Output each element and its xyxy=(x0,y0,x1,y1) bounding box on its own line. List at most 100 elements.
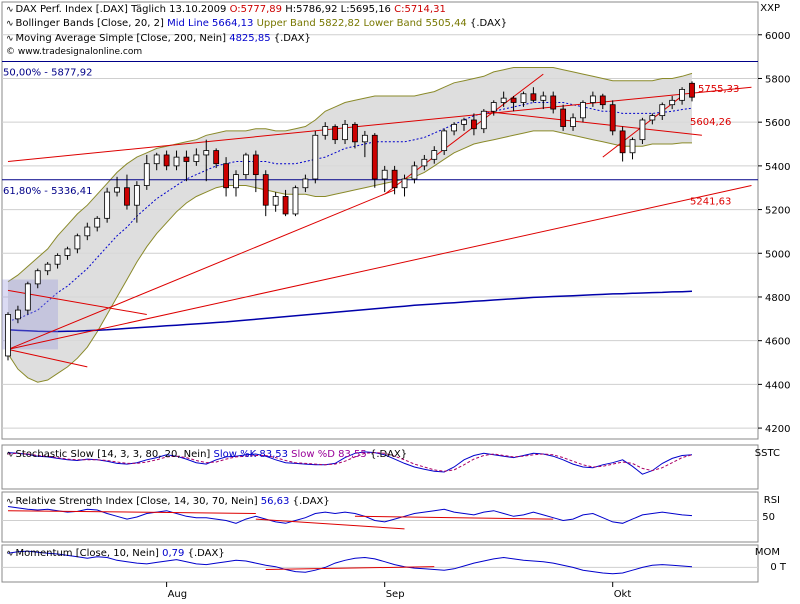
y-tick-label: 6000 xyxy=(765,31,790,42)
candle-body xyxy=(133,185,140,206)
watermark: © www.tradesignalonline.com xyxy=(6,47,143,57)
candle-body xyxy=(599,95,606,106)
x-tick-label: Sep xyxy=(386,589,405,600)
level-label: 5755,33 xyxy=(698,84,739,95)
candle-body xyxy=(114,187,120,193)
fibonacci-label: 50,00% - 5877,92 xyxy=(3,67,92,78)
instrument-title: DAX Perf. Index [.DAX] Täglich xyxy=(15,4,166,15)
candle-body xyxy=(153,154,160,165)
rsi-trend-line xyxy=(354,515,554,520)
candle-body xyxy=(520,93,527,103)
momentum-label: Momentum [Close, 10, Nein] xyxy=(15,548,159,559)
bollinger-mid-line xyxy=(7,102,693,322)
candle-body xyxy=(292,187,299,215)
candle-body xyxy=(510,97,517,103)
candle-body xyxy=(243,154,249,176)
candle-body xyxy=(421,158,428,167)
fibonacci-label: 61,80% - 5336,41 xyxy=(3,186,92,197)
momentum-tick: 0 T xyxy=(770,562,786,573)
x-tick-label: Okt xyxy=(614,589,632,600)
candle-body xyxy=(689,82,695,98)
bollinger-band-fill xyxy=(8,67,692,383)
collapse-icon[interactable]: ∿ xyxy=(6,450,14,460)
candle-body xyxy=(223,163,229,189)
rsi-value: 56,63 xyxy=(260,496,290,507)
candle-body xyxy=(302,178,309,189)
collapse-icon[interactable]: ∿ xyxy=(6,34,14,44)
candle-body xyxy=(371,134,378,180)
candle-body xyxy=(490,102,497,112)
candle-body xyxy=(24,283,31,311)
candle-body xyxy=(480,110,487,130)
bollinger-lower-line xyxy=(7,130,692,383)
y-tick-label: 4400 xyxy=(765,380,790,391)
stochastic-k: Slow %K 83,53 xyxy=(213,449,288,460)
candle-body xyxy=(84,226,91,237)
candle-body xyxy=(391,169,398,189)
stochastic-symbol: {.DAX} xyxy=(369,449,408,460)
sma200-line xyxy=(7,290,693,333)
sma-label: Moving Average Simple [Close, 200, Nein] xyxy=(15,33,227,44)
candle-body xyxy=(629,139,636,154)
main-legend: ∿ DAX Perf. Index [.DAX] Täglich 13.10.20… xyxy=(6,3,446,17)
trend-line xyxy=(7,289,147,315)
candle-body xyxy=(441,130,448,151)
bollinger-upper-line xyxy=(7,67,693,283)
candle-body xyxy=(54,255,61,265)
trend-line xyxy=(7,185,752,350)
candle-body xyxy=(589,95,596,103)
candle-body xyxy=(580,102,586,119)
ohlc-close: C:5714,31 xyxy=(394,4,446,15)
candle-body xyxy=(361,134,368,143)
candle-body xyxy=(272,196,279,206)
candle-body xyxy=(500,97,507,103)
y-tick-label: 5600 xyxy=(765,118,790,129)
candle-body xyxy=(312,134,319,180)
collapse-icon[interactable]: ∿ xyxy=(6,5,14,15)
bollinger-legend: ∿ Bollinger Bands [Close, 20, 2] Mid Line… xyxy=(6,17,507,31)
sma-symbol: {.DAX} xyxy=(273,33,311,44)
candle-body xyxy=(352,123,358,143)
stochastic-k-line xyxy=(7,451,693,475)
candle-body xyxy=(163,154,170,167)
main-axis-name: XXP xyxy=(760,3,780,14)
candle-body xyxy=(213,150,220,165)
bollinger-label: Bollinger Bands [Close, 20, 2] xyxy=(15,18,164,29)
candle-body xyxy=(282,196,289,215)
collapse-icon[interactable]: ∿ xyxy=(6,497,14,507)
candle-body xyxy=(451,123,457,132)
momentum-axis-name: MOM xyxy=(754,547,780,558)
x-tick-label: Aug xyxy=(168,589,188,600)
bar-date: 13.10.2009 xyxy=(169,4,227,15)
bollinger-symbol: {.DAX} xyxy=(469,18,508,29)
momentum-trend-line xyxy=(265,566,435,571)
candle-body xyxy=(233,174,239,189)
candle-body xyxy=(342,123,348,141)
candle-body xyxy=(252,154,259,176)
y-tick-label: 4800 xyxy=(765,293,790,304)
candle-body xyxy=(570,117,576,127)
stochastic-axis-name: SSTC xyxy=(754,448,780,459)
rsi-legend: ∿ Relative Strength Index [Close, 14, 30,… xyxy=(6,495,330,509)
candle-body xyxy=(609,104,616,132)
candle-body xyxy=(411,165,418,180)
candle-body xyxy=(461,119,467,125)
rsi-trend-line xyxy=(255,518,405,530)
rsi-label: Relative Strength Index [Close, 14, 30, … xyxy=(15,496,258,507)
y-tick-label: 5000 xyxy=(765,249,790,260)
candle-body xyxy=(431,150,438,160)
trend-line xyxy=(7,189,395,350)
collapse-icon[interactable]: ∿ xyxy=(6,549,14,559)
candle-body xyxy=(332,126,339,141)
momentum-line xyxy=(7,550,693,575)
rsi-tick: 50 xyxy=(762,512,775,523)
y-tick-label: 4600 xyxy=(765,337,790,348)
rsi-symbol: {.DAX} xyxy=(292,496,330,507)
candle-body xyxy=(401,178,408,189)
ohlc-high: H:5786,92 xyxy=(285,4,338,15)
candle-body xyxy=(203,150,210,156)
candle-body xyxy=(64,248,71,256)
trend-line xyxy=(7,348,88,368)
collapse-icon[interactable]: ∿ xyxy=(6,19,14,29)
y-tick-label: 4200 xyxy=(765,424,790,435)
